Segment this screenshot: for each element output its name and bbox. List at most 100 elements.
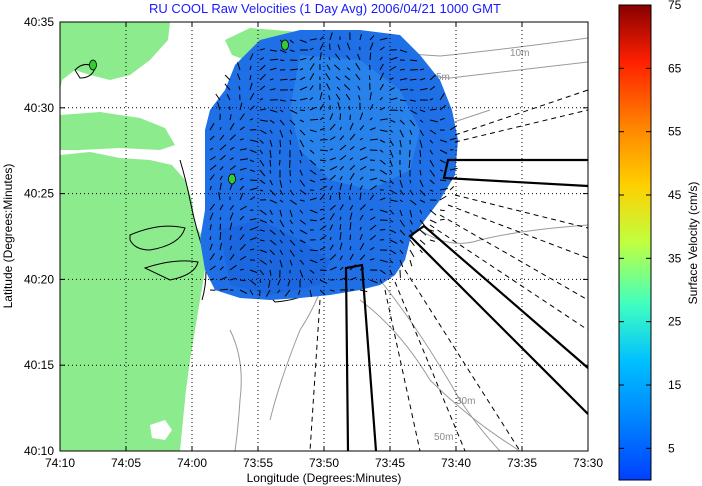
velocity-vector — [409, 99, 416, 102]
x-tick-label: 73:50 — [309, 456, 339, 470]
velocity-vector — [379, 139, 386, 143]
velocity-vector — [357, 53, 361, 61]
velocity-vector — [349, 133, 356, 141]
velocity-vector — [349, 183, 352, 191]
velocity-vector — [269, 88, 276, 91]
velocity-vector — [269, 229, 276, 235]
velocity-vector — [379, 209, 388, 213]
velocity-vector — [369, 127, 376, 131]
velocity-vector — [309, 73, 315, 81]
velocity-vector — [429, 179, 435, 185]
velocity-vector — [349, 212, 353, 221]
velocity-vector — [429, 239, 436, 242]
x-tick-label: 74:10 — [45, 456, 75, 470]
velocity-vector — [259, 48, 265, 51]
velocity-vector — [369, 104, 374, 111]
velocity-vector — [349, 157, 354, 161]
velocity-vector — [319, 103, 325, 111]
velocity-vector — [369, 92, 372, 101]
velocity-vector — [309, 159, 317, 166]
velocity-vector — [299, 129, 306, 136]
velocity-vector — [309, 269, 315, 274]
velocity-vector — [299, 139, 305, 148]
velocity-vector — [346, 67, 351, 71]
velocity-vector — [429, 139, 434, 144]
velocity-vector — [239, 126, 245, 131]
velocity-vector — [239, 192, 244, 201]
velocity-vector — [299, 109, 306, 111]
velocity-vector — [279, 239, 283, 244]
velocity-vector — [325, 73, 331, 81]
velocity-vector — [349, 276, 357, 281]
velocity-vector — [339, 126, 342, 131]
velocity-vector — [229, 134, 236, 141]
velocity-vector — [219, 182, 222, 191]
velocity-vector — [209, 164, 217, 171]
velocity-vector — [259, 108, 267, 111]
velocity-vector — [229, 165, 236, 171]
velocity-vector — [439, 117, 445, 121]
velocity-vector — [319, 194, 325, 201]
velocity-vector — [279, 49, 287, 54]
velocity-vector — [239, 177, 244, 181]
velocity-vector — [344, 75, 351, 81]
velocity-vector — [439, 93, 445, 101]
velocity-vector — [399, 199, 403, 203]
velocity-vector — [309, 259, 318, 264]
velocity-vector — [284, 289, 291, 297]
velocity-vector — [359, 254, 366, 261]
velocity-vector — [226, 93, 231, 101]
velocity-vector — [369, 185, 377, 191]
contour-label-5m: 5m — [436, 72, 450, 83]
velocity-vector — [269, 269, 272, 276]
colorbar-tick-label: 35 — [668, 251, 682, 265]
velocity-vector — [343, 84, 351, 91]
velocity-vector — [419, 189, 426, 197]
velocity-vector — [419, 77, 426, 81]
velocity-vector — [409, 179, 412, 184]
velocity-vector — [249, 169, 255, 172]
land-mainland — [60, 22, 170, 90]
velocity-vector — [399, 259, 404, 268]
velocity-vector — [408, 159, 411, 168]
velocity-vector — [277, 279, 281, 286]
velocity-vector — [409, 59, 418, 62]
velocity-vector — [279, 259, 283, 268]
velocity-vector — [219, 204, 224, 211]
velocity-vector — [419, 209, 423, 214]
velocity-vector — [299, 249, 303, 253]
velocity-vector — [379, 229, 386, 231]
colorbar-tick-label: 55 — [668, 125, 682, 139]
velocity-vector — [289, 39, 294, 44]
velocity-vector — [429, 219, 437, 224]
velocity-vector — [409, 219, 413, 225]
velocity-vector — [399, 119, 405, 125]
velocity-vector — [269, 67, 277, 71]
velocity-vector — [409, 109, 418, 115]
velocity-vector — [269, 219, 274, 224]
velocity-vector — [379, 56, 383, 61]
velocity-vector — [355, 73, 361, 81]
velocity-vector — [359, 125, 365, 131]
velocity-vector — [419, 88, 428, 91]
velocity-vector — [329, 185, 333, 191]
velocity-vector — [249, 196, 256, 201]
velocity-vector — [219, 242, 223, 251]
velocity-vector — [299, 259, 305, 265]
colorbar: 5 15 25 35 45 55 65 75 Surface Velocity (cm/s) — [618, 0, 700, 481]
velocity-vector — [209, 147, 214, 151]
velocity-vector — [439, 169, 444, 172]
velocity-vector — [369, 258, 375, 261]
velocity-vector — [289, 68, 298, 71]
velocity-vector — [349, 122, 354, 131]
velocity-vector — [319, 258, 324, 261]
velocity-vector — [209, 243, 213, 251]
velocity-vector — [359, 185, 363, 191]
velocity-vector — [379, 149, 384, 153]
velocity-vector — [239, 158, 248, 161]
velocity-vector — [319, 208, 325, 211]
velocity-vector — [219, 223, 222, 231]
colorbar-ticks: 5 15 25 35 45 55 65 75 — [619, 0, 682, 455]
velocity-vector — [209, 123, 215, 131]
